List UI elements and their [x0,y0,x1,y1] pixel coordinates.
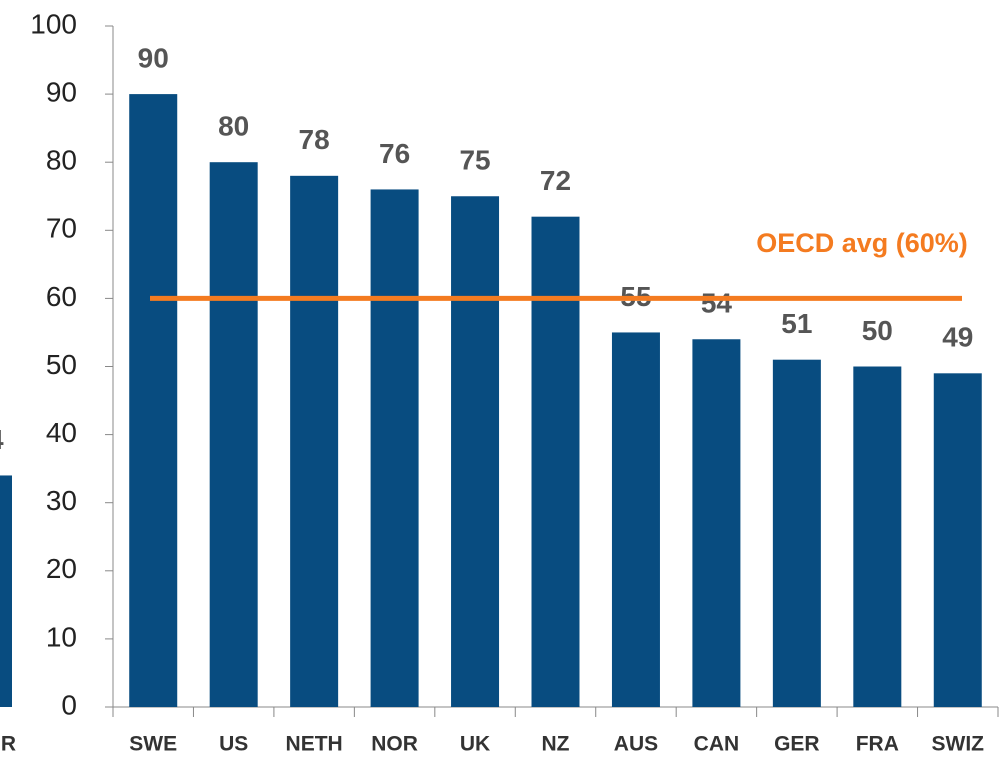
y-tick-label: 70 [46,213,77,244]
value-label: 76 [379,138,410,169]
x-tick-label: SWE [129,733,177,756]
value-label: 90 [138,42,169,73]
y-tick-label: 0 [61,689,77,720]
x-tick-label: GER [774,733,820,756]
x-tick-label: NOR [371,733,418,756]
value-label: 80 [218,111,249,142]
bar [129,94,178,708]
bar [531,216,580,707]
bar [853,366,902,707]
reference-label: OECD avg (60%) [756,228,968,258]
x-tick-label: R [1,733,16,756]
bar [772,359,821,707]
value-label: 54 [701,288,733,319]
x-tick-label: NETH [286,733,343,756]
x-tick-label: UK [460,733,490,756]
y-tick-label: 80 [46,145,77,176]
bar [692,339,741,707]
x-tick-label: SWIZ [932,733,985,756]
y-tick-label: 30 [46,485,77,516]
bar [611,332,660,707]
bar [451,196,500,707]
value-label: 72 [540,165,571,196]
x-tick-label: NZ [542,733,570,756]
y-tick-label: 60 [46,281,77,312]
bar [290,175,339,707]
x-tick-label: CAN [694,733,740,756]
x-tick-label: US [219,733,248,756]
y-tick-label: 100 [30,8,77,39]
value-label: 34 [0,424,4,455]
value-label: 50 [862,315,893,346]
y-tick-label: 90 [46,76,77,107]
value-label: 75 [459,145,490,176]
bar [0,475,12,707]
y-tick-label: 20 [46,553,77,584]
bar [209,162,258,707]
bar [370,189,419,707]
value-label: 49 [942,322,973,353]
value-label: 51 [781,308,812,339]
value-label: 78 [299,124,330,155]
y-tick-label: 50 [46,349,77,380]
y-tick-label: 10 [46,621,77,652]
x-tick-label: AUS [614,733,658,756]
bar [933,373,982,707]
x-tick-label: FRA [856,733,899,756]
y-tick-label: 40 [46,417,77,448]
